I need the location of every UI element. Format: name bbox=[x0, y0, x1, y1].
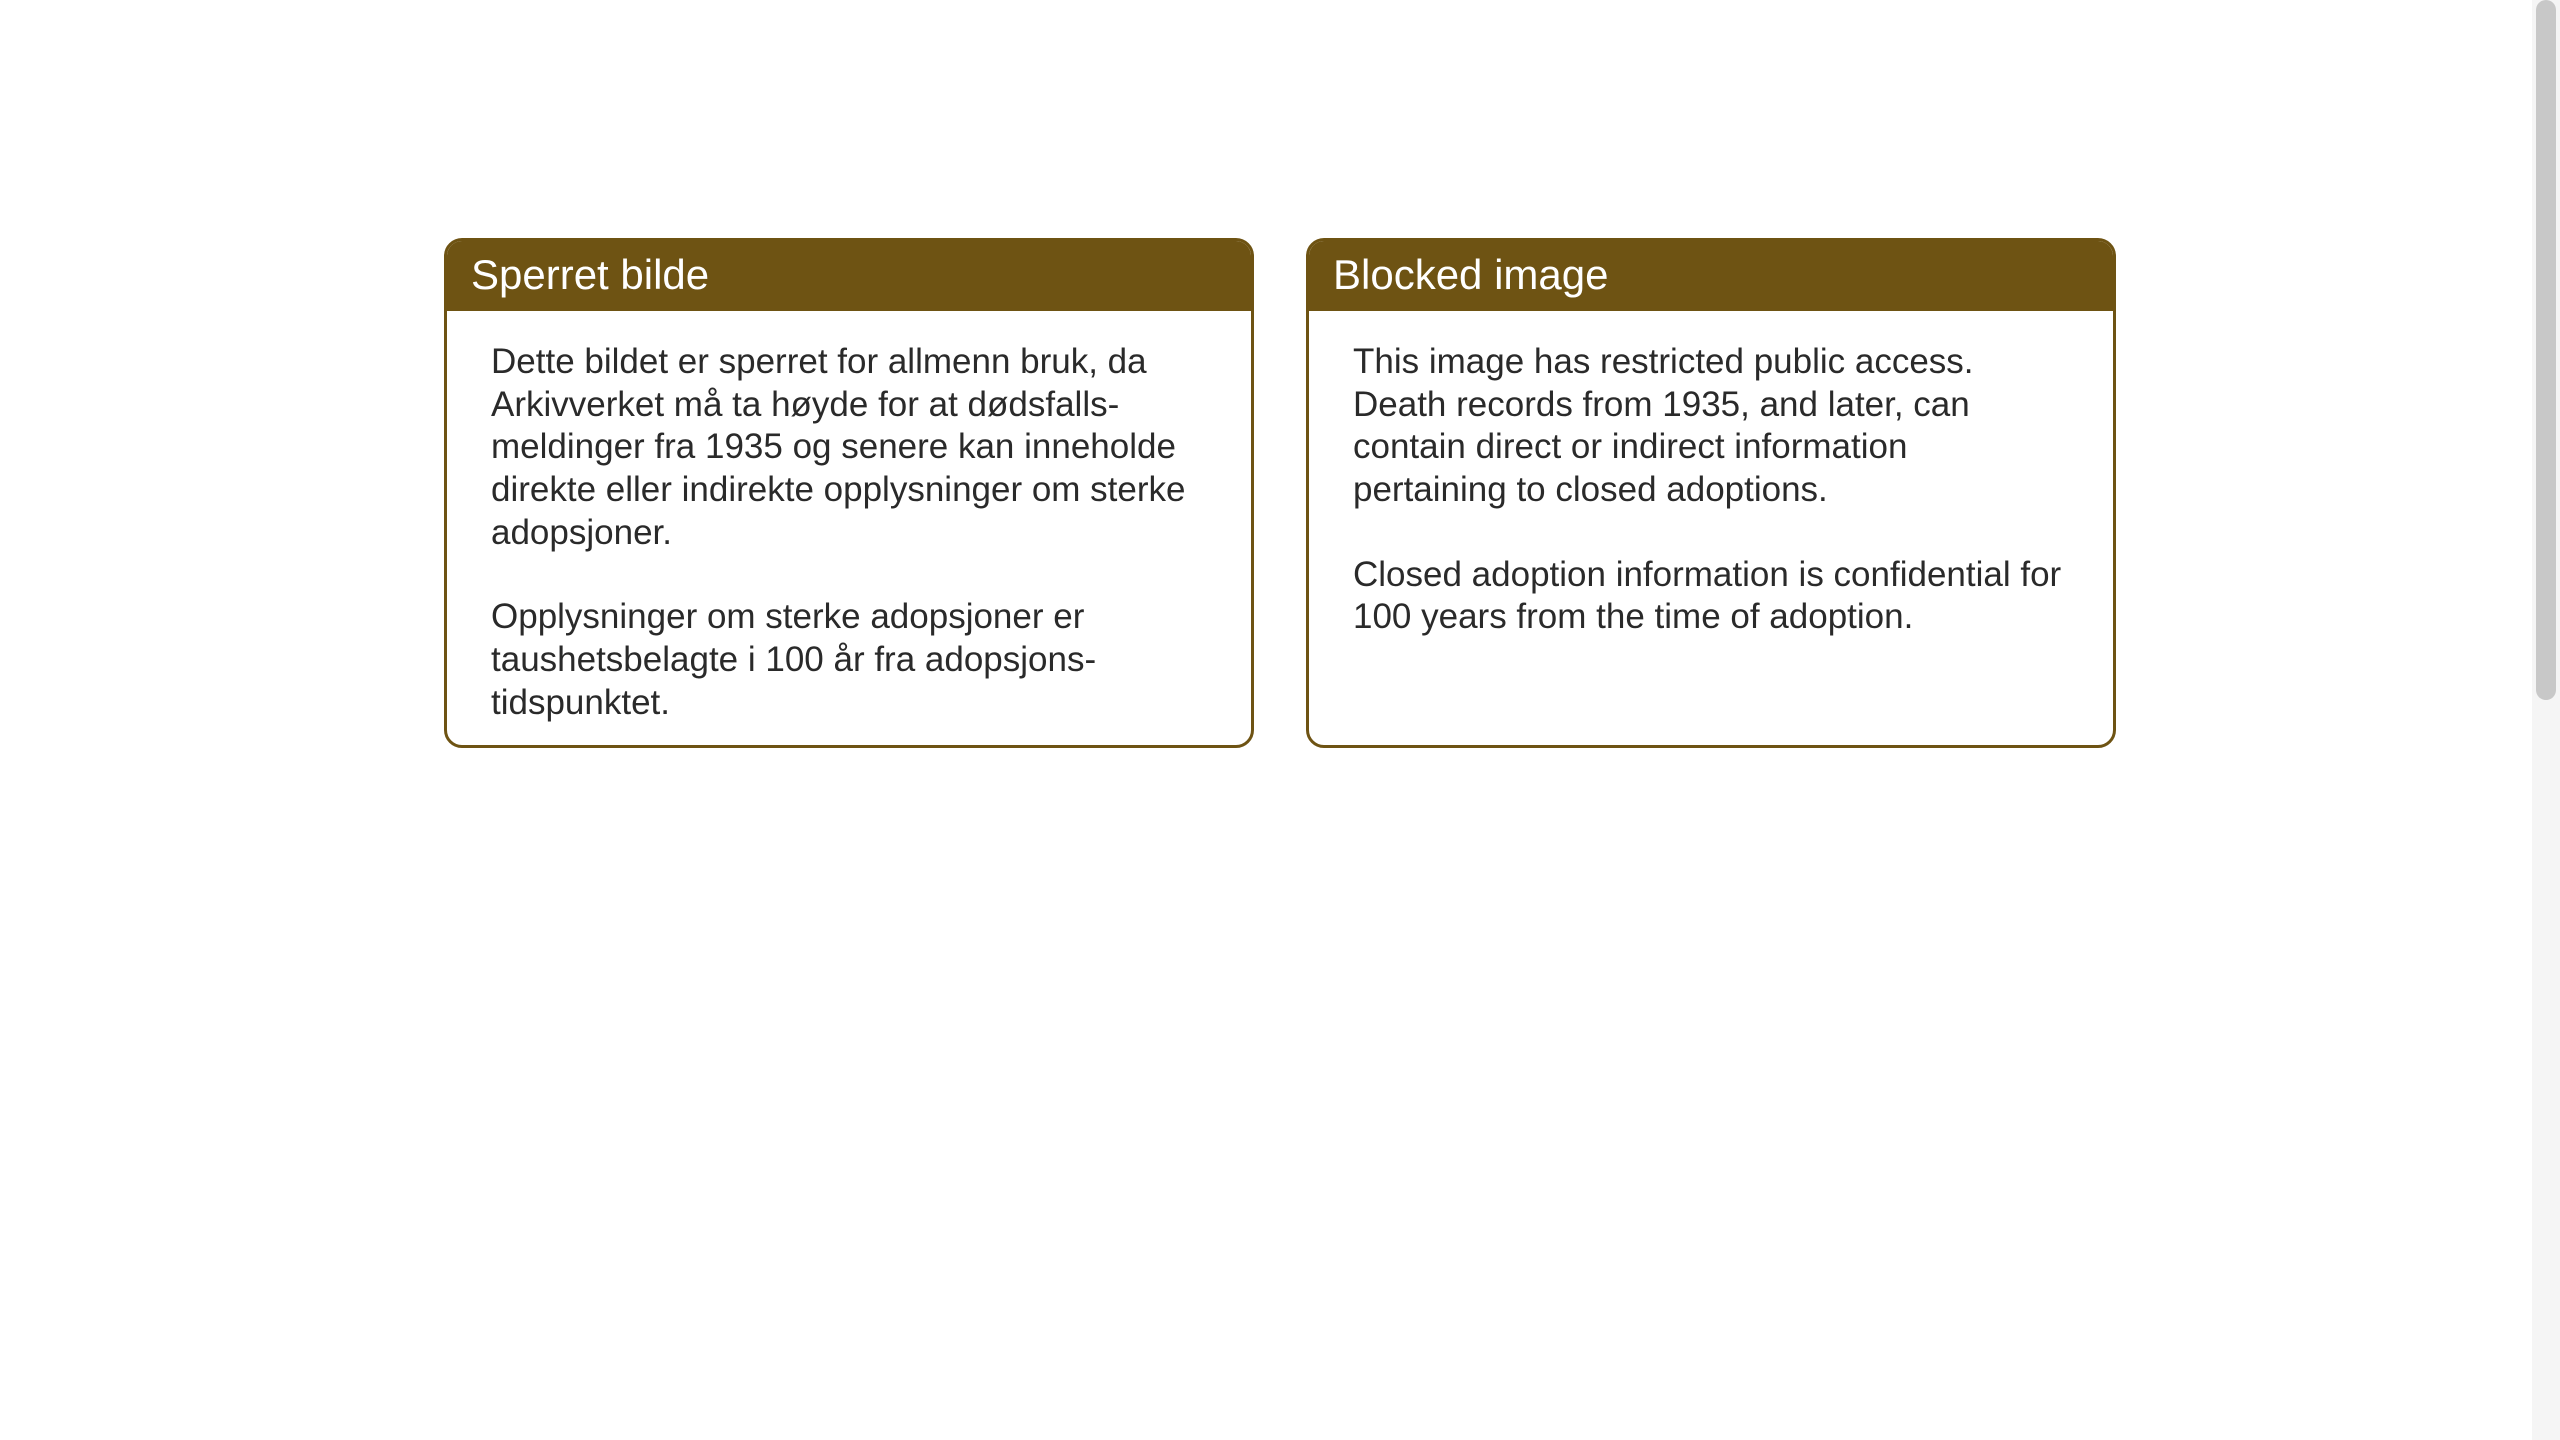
card-paragraph2-norwegian: Opplysninger om sterke adopsjoner er tau… bbox=[491, 596, 1207, 724]
card-paragraph2-english: Closed adoption information is confident… bbox=[1353, 554, 2069, 639]
card-body-english: This image has restricted public access.… bbox=[1309, 311, 2113, 669]
card-title-norwegian: Sperret bilde bbox=[471, 251, 709, 298]
card-paragraph1-english: This image has restricted public access.… bbox=[1353, 341, 2069, 512]
notice-container: Sperret bilde Dette bildet er sperret fo… bbox=[444, 238, 2116, 748]
notice-card-norwegian: Sperret bilde Dette bildet er sperret fo… bbox=[444, 238, 1254, 748]
vertical-scrollbar[interactable] bbox=[2532, 0, 2560, 1440]
card-paragraph1-norwegian: Dette bildet er sperret for allmenn bruk… bbox=[491, 341, 1207, 554]
card-header-english: Blocked image bbox=[1309, 241, 2113, 311]
scrollbar-thumb[interactable] bbox=[2536, 0, 2556, 700]
card-title-english: Blocked image bbox=[1333, 251, 1608, 298]
card-header-norwegian: Sperret bilde bbox=[447, 241, 1251, 311]
card-body-norwegian: Dette bildet er sperret for allmenn bruk… bbox=[447, 311, 1251, 748]
notice-card-english: Blocked image This image has restricted … bbox=[1306, 238, 2116, 748]
